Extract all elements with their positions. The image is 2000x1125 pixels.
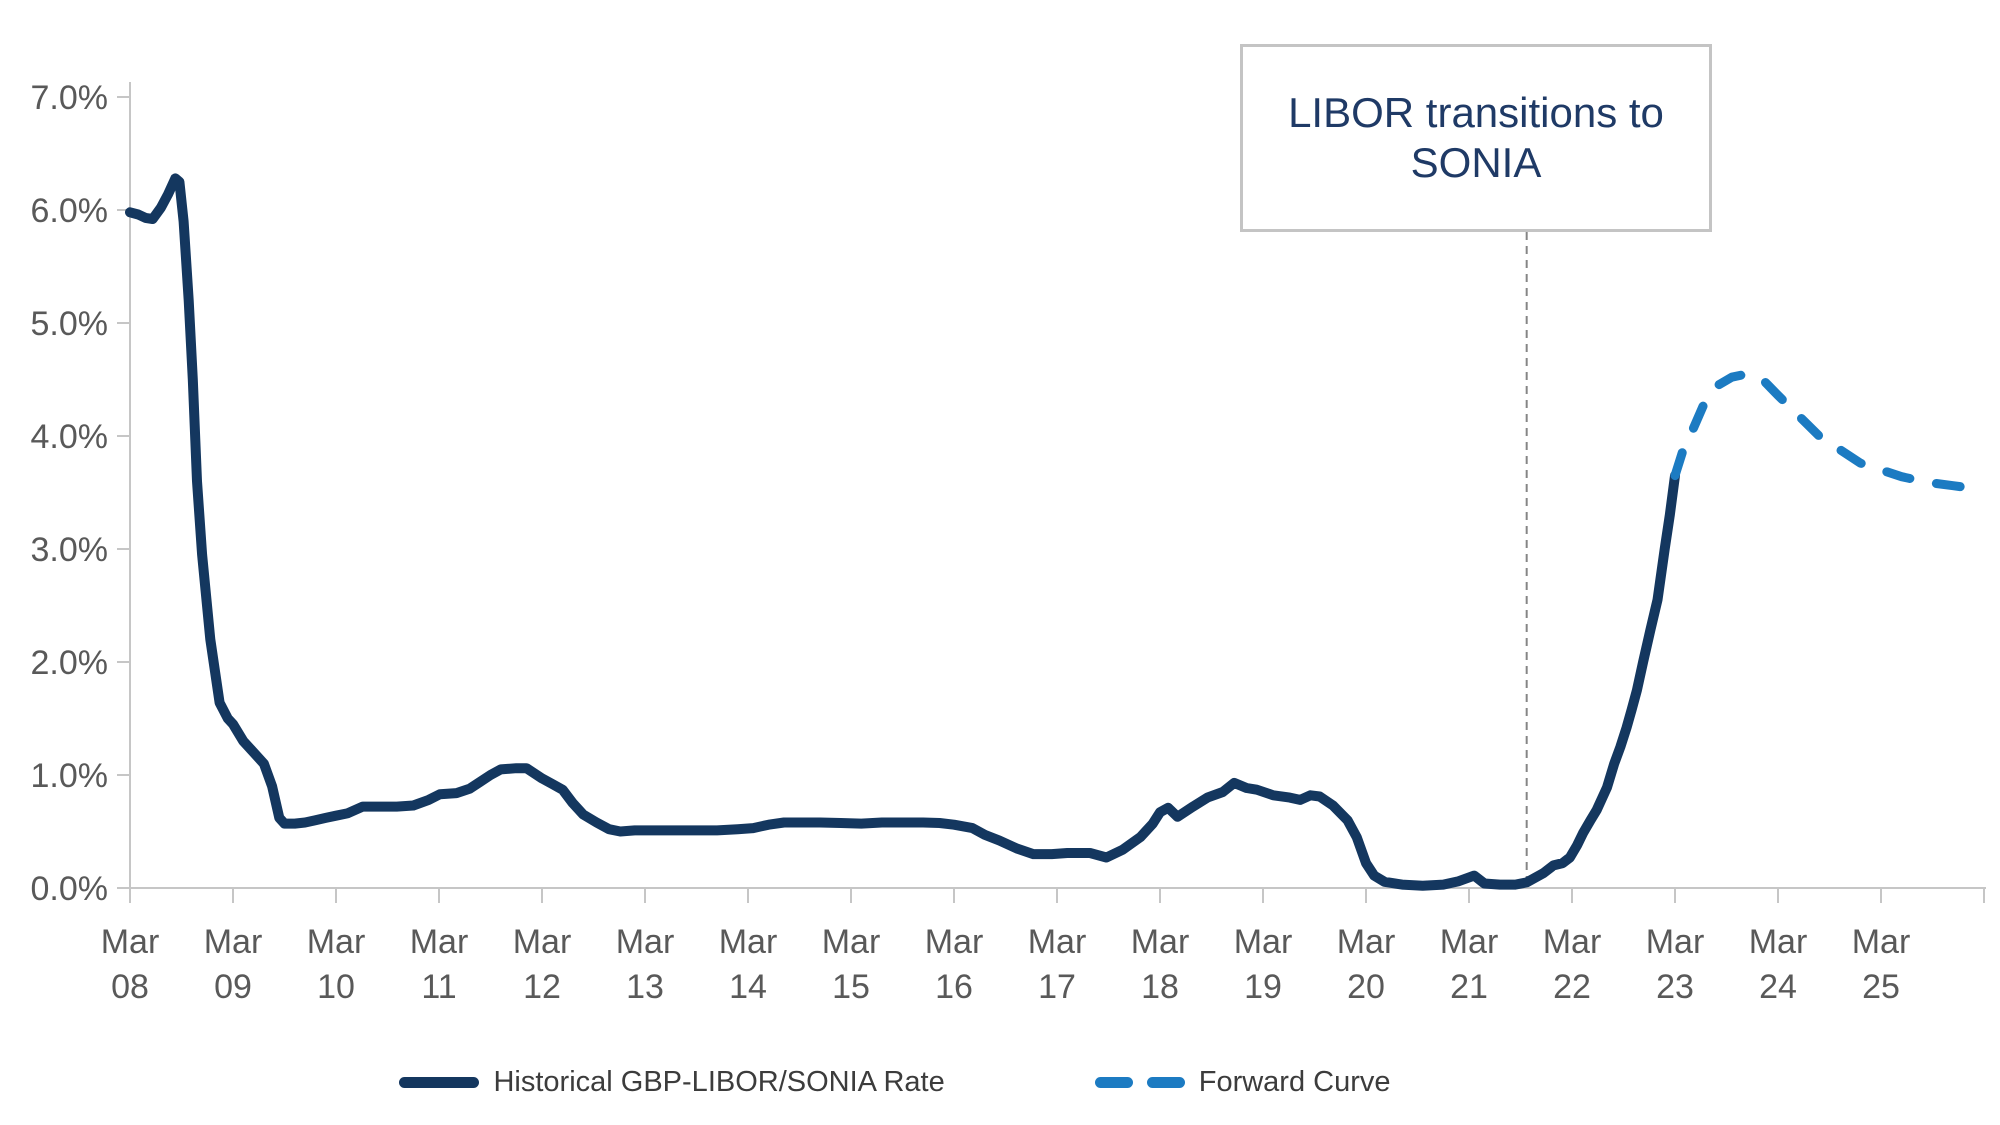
annotation-box: LIBOR transitions to SONIA xyxy=(1240,44,1712,232)
historical-legend-label: Historical GBP-LIBOR/SONIA Rate xyxy=(493,1065,945,1098)
y-axis-label: 2.0% xyxy=(31,644,109,682)
y-axis-label: 5.0% xyxy=(31,305,109,343)
y-axis-label: 6.0% xyxy=(31,192,109,230)
y-axis-label: 7.0% xyxy=(31,79,109,117)
x-axis-label: Mar 23 xyxy=(1646,923,1705,1006)
x-axis-label: Mar 09 xyxy=(204,923,263,1006)
forward-legend-label: Forward Curve xyxy=(1198,1065,1391,1098)
x-axis-label: Mar 15 xyxy=(822,923,881,1006)
x-axis-label: Mar 08 xyxy=(101,923,160,1006)
x-axis-label: Mar 25 xyxy=(1852,923,1911,1006)
x-axis-label: Mar 18 xyxy=(1131,923,1190,1006)
x-axis-label: Mar 14 xyxy=(719,923,778,1006)
x-axis-label: Mar 21 xyxy=(1440,923,1499,1006)
x-axis-label: Mar 13 xyxy=(616,923,675,1006)
x-axis-label: Mar 17 xyxy=(1028,923,1087,1006)
x-axis-label: Mar 11 xyxy=(410,923,469,1006)
x-axis-label: Mar 22 xyxy=(1543,923,1602,1006)
x-axis-label: Mar 20 xyxy=(1337,923,1396,1006)
forward-curve-swatch xyxy=(1094,1076,1185,1088)
annotation-line1: LIBOR transitions to xyxy=(1288,89,1664,136)
forward-dash-2 xyxy=(1146,1076,1185,1088)
x-axis-label: Mar 10 xyxy=(307,923,366,1006)
forward-dash-1 xyxy=(1094,1076,1133,1088)
annotation-line2: SONIA xyxy=(1410,139,1542,186)
x-axis-label: Mar 16 xyxy=(925,923,984,1006)
y-axis-label: 3.0% xyxy=(31,531,109,569)
y-axis-label: 1.0% xyxy=(31,757,109,795)
chart-legend: Historical GBP-LIBOR/SONIA Rate Forward … xyxy=(0,1052,1895,1112)
historical-rate-line xyxy=(125,173,1680,891)
x-axis-label: Mar 19 xyxy=(1234,923,1293,1006)
x-axis-label: Mar 12 xyxy=(513,923,572,1006)
y-axis-label: 0.0% xyxy=(31,870,109,908)
forward-curve-line xyxy=(1670,369,1984,494)
legend-item-forward: Forward Curve xyxy=(1094,1065,1391,1099)
historical-line-swatch xyxy=(399,1076,480,1088)
y-axis-label: 4.0% xyxy=(31,418,109,456)
x-axis-label: Mar 24 xyxy=(1749,923,1808,1006)
legend-item-historical: Historical GBP-LIBOR/SONIA Rate xyxy=(399,1065,945,1099)
